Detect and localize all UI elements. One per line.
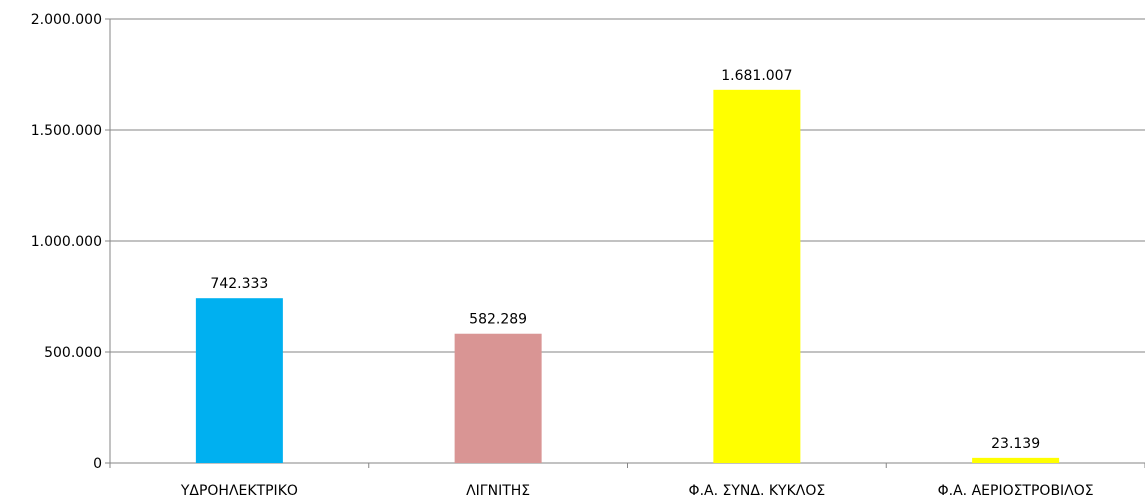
y-tick-label: 500.000: [44, 345, 102, 361]
bars: [195, 89, 1060, 464]
y-tick-label: 1.500.000: [31, 123, 102, 139]
data-label: 582.289: [469, 312, 527, 328]
x-tick-label: ΛΙΓΝΙΤΗΣ: [466, 483, 530, 499]
x-tick-label: Φ.Α. ΣΥΝΔ. ΚΥΚΛΟΣ: [689, 483, 826, 499]
bar: [454, 333, 542, 463]
data-label: 742.333: [210, 276, 268, 292]
bar: [972, 457, 1060, 463]
x-tick-label: Φ.Α. ΑΕΡΙΟΣΤΡΟΒΙΛΟΣ: [938, 483, 1094, 499]
data-label: 23.139: [991, 436, 1040, 452]
bar: [195, 298, 283, 463]
bar: [713, 89, 801, 464]
y-tick-label: 0: [93, 456, 102, 472]
data-label: 1.681.007: [721, 68, 792, 84]
x-tick-label: ΥΔΡΟΗΛΕΚΤΡΙΚΟ: [180, 483, 298, 499]
gridlines: [110, 18, 1145, 353]
labels: 0 500.000 1.000.000 1.500.000 2.000.000 742.3…: [31, 12, 1094, 499]
y-tick-label: 2.000.000: [31, 12, 102, 28]
y-tick-label: 1.000.000: [31, 234, 102, 250]
